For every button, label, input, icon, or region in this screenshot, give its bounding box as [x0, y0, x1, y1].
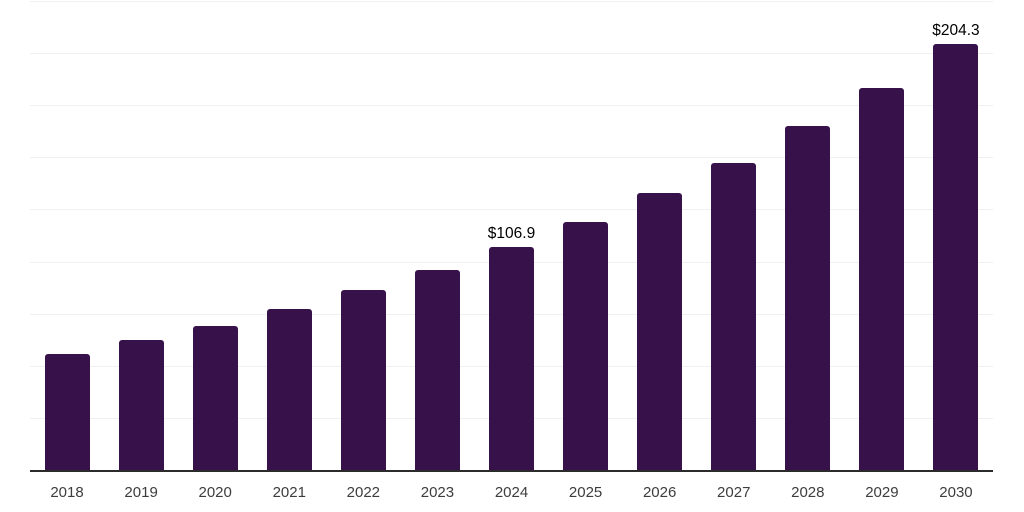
bar-2020	[192, 325, 238, 470]
x-tick-2025: 2025	[568, 484, 603, 501]
bar-slot-2020	[178, 1, 252, 470]
bar-slot-2025	[549, 1, 623, 470]
x-tick-2026: 2026	[642, 484, 677, 501]
x-tick-2029: 2029	[865, 484, 899, 501]
bar-2030	[933, 44, 979, 470]
plot-area: $106.9 $204.3	[30, 1, 993, 470]
bar-value-label-2030: $204.3	[932, 21, 980, 39]
bar-2019	[118, 339, 164, 470]
bar-slot-2027	[697, 1, 771, 470]
bar-2027	[711, 162, 757, 470]
x-axis-labels: 2018 2019 2020 2021 2022 2023 2024 2025 2026 2027…	[30, 484, 993, 502]
bar-slot-2030: $204.3	[919, 1, 993, 470]
bar-value-label-2024: $106.9	[487, 224, 536, 242]
bar-2028	[785, 126, 831, 470]
bar-slot-2023	[400, 1, 474, 470]
x-tick-2018: 2018	[50, 484, 84, 501]
x-tick-2030: 2030	[939, 484, 973, 501]
bar-slot-2018	[30, 1, 104, 470]
bar-slot-2028	[771, 1, 845, 470]
bar-2025	[563, 222, 609, 470]
x-tick-2019: 2019	[124, 484, 158, 501]
x-tick-2022: 2022	[346, 484, 381, 501]
bar-slot-2022	[326, 1, 400, 470]
bar-slot-2026	[623, 1, 697, 470]
x-tick-2020: 2020	[198, 484, 232, 501]
bar-2029	[859, 87, 905, 470]
x-tick-2027: 2027	[717, 484, 751, 501]
bar-2021	[266, 308, 312, 470]
bar-slot-2024: $106.9	[474, 1, 548, 470]
bar-2018	[44, 353, 90, 470]
bar-2024	[489, 247, 534, 470]
bars-row: $106.9 $204.3	[30, 1, 993, 470]
x-tick-2024: 2024	[494, 484, 529, 501]
x-tick-2021: 2021	[272, 484, 306, 501]
bar-slot-2021	[252, 1, 326, 470]
x-tick-2028: 2028	[791, 484, 825, 501]
bar-2022	[340, 289, 386, 470]
bar-2026	[637, 192, 683, 470]
x-axis-line	[30, 470, 993, 472]
x-tick-2023: 2023	[420, 484, 455, 501]
bar-2023	[414, 269, 460, 470]
bar-slot-2029	[845, 1, 919, 470]
bar-slot-2019	[104, 1, 178, 470]
